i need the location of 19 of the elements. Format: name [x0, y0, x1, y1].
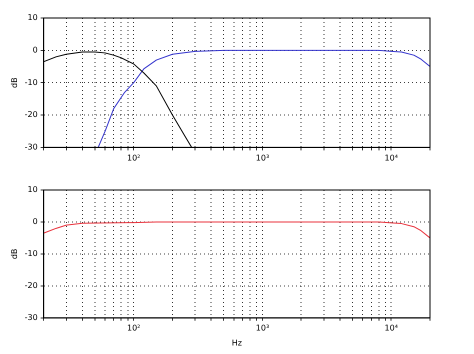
y-axis-title: dB	[10, 77, 19, 88]
y-tick-label: 0	[32, 217, 38, 226]
y-tick-label: 10	[27, 13, 38, 22]
y-tick-label: 0	[32, 45, 38, 54]
x-tick-label: 10²	[126, 324, 140, 333]
y-tick-label: 10	[27, 185, 38, 194]
x-tick-label: 10⁴	[384, 324, 398, 333]
y-tick-label: -10	[24, 248, 38, 258]
x-tick-label: 10³	[256, 324, 270, 333]
y-axis-title: dB	[10, 248, 19, 260]
x-tick-label: 10²	[126, 153, 140, 162]
y-tick-label: -20	[24, 280, 38, 290]
y-tick-label: -30	[24, 142, 38, 152]
x-axis-title: Hz	[232, 338, 242, 348]
x-tick-label: 10⁴	[384, 153, 398, 162]
y-tick-label: -20	[24, 110, 38, 120]
y-tick-label: -30	[24, 312, 38, 322]
y-tick-label: -10	[24, 78, 38, 87]
x-tick-label: 10³	[256, 153, 270, 162]
